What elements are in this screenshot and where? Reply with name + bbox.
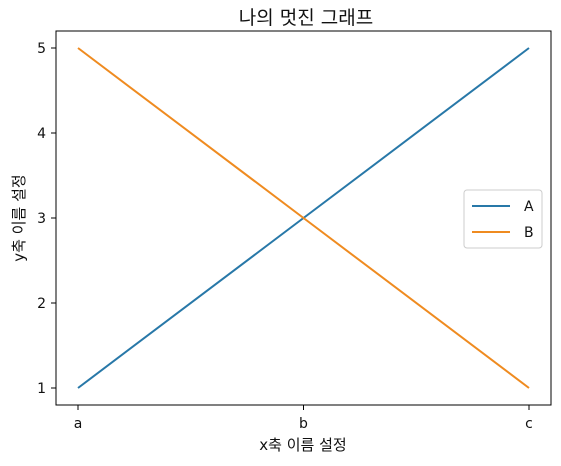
y-axis-label: y축 이름 설정 xyxy=(10,174,28,261)
chart-title: 나의 멋진 그래프 xyxy=(239,7,373,29)
y-tick-label: 2 xyxy=(37,296,46,312)
plot-area: 1 2 3 4 5 a b c xyxy=(37,30,552,432)
legend-label-a: A xyxy=(524,199,534,215)
x-axis-label: x축 이름 설정 xyxy=(259,436,346,454)
x-tick-label: a xyxy=(74,416,83,432)
x-tick-label: b xyxy=(299,416,308,432)
x-axis-ticks: a b c xyxy=(74,405,533,432)
legend-box xyxy=(463,189,543,249)
series-line-b xyxy=(77,47,530,389)
y-axis-ticks: 1 2 3 4 5 xyxy=(37,41,56,397)
y-tick-label: 1 xyxy=(37,381,46,397)
x-tick-label: c xyxy=(525,416,533,432)
y-tick-label: 4 xyxy=(37,126,46,142)
series-lines xyxy=(77,47,530,389)
legend-label-b: B xyxy=(524,225,534,241)
legend: AB xyxy=(463,189,543,249)
y-tick-label: 5 xyxy=(37,41,46,57)
y-tick-label: 3 xyxy=(37,211,46,227)
